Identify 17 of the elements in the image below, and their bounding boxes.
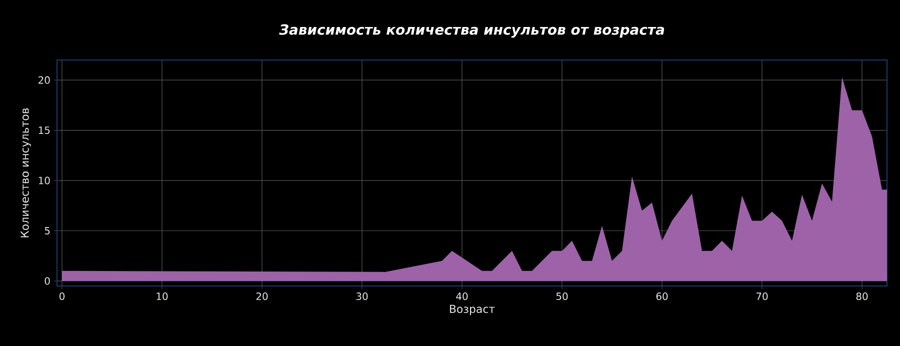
x-tick-label: 50 — [556, 292, 568, 300]
x-axis-title: Возраст — [450, 304, 495, 316]
y-axis-title: Количество инсультов — [20, 108, 31, 238]
y-tick-label: 20 — [38, 76, 50, 84]
x-tick-label: 30 — [356, 292, 368, 300]
x-tick-label: 70 — [756, 292, 768, 300]
x-tick-label: 20 — [256, 292, 268, 300]
x-tick-label: 0 — [59, 292, 65, 300]
x-tick-label: 10 — [156, 292, 168, 300]
y-tick-label: 15 — [38, 126, 50, 134]
x-tick-label: 80 — [856, 292, 868, 300]
chart-title: Зависимость количества инсультов от возраста — [279, 24, 664, 38]
y-tick-label: 5 — [44, 227, 50, 234]
y-tick-label: 0 — [44, 277, 50, 285]
x-tick-label: 60 — [656, 292, 668, 300]
x-tick-label: 40 — [456, 292, 468, 300]
y-tick-label: 10 — [38, 176, 50, 184]
